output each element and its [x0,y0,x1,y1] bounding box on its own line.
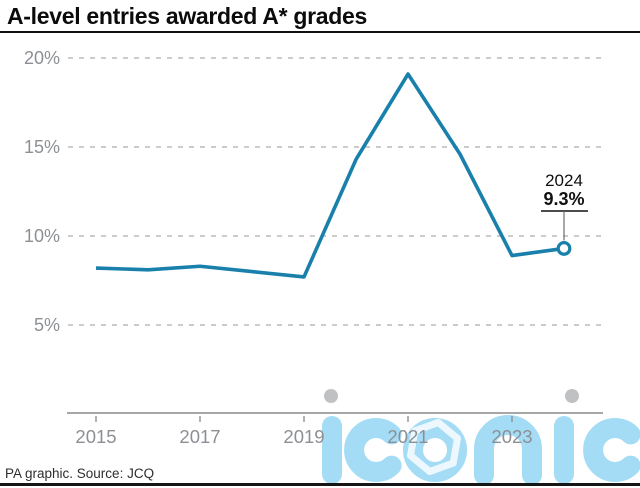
y-tick-label: 20% [24,48,60,68]
last-data-point-marker [556,241,572,256]
source-note: PA graphic. Source: JCQ [5,466,155,481]
x-tick-label: 2023 [491,426,532,447]
watermark-iconic [322,389,640,485]
annotation-value-label: 9.3% [543,189,584,209]
x-tick-label: 2015 [75,426,116,447]
y-tick-label: 5% [34,315,60,335]
title-rule [0,31,640,33]
bottom-rule [0,483,640,486]
x-axis: 2015 2017 2019 2021 2023 [67,412,603,447]
watermark-letter-c [344,418,402,482]
watermark-letter-c2 [583,418,640,482]
data-line [95,72,565,279]
x-tick-label: 2019 [283,426,324,447]
y-tick-label: 15% [24,137,60,157]
grid-layer: 5% 10% 15% 20% [24,48,605,335]
watermark-i2-dot [565,389,579,403]
watermark-hexagon-icon [407,418,461,476]
page-title: A-level entries awarded A* grades [7,3,367,29]
annotation-year-label: 2024 [545,171,583,190]
watermark-i-dot [324,389,338,403]
x-tick-label: 2021 [387,426,428,447]
data-series [95,72,565,279]
watermark-letter-n [474,415,542,485]
y-tick-label: 10% [24,226,60,246]
x-tick-label: 2017 [179,426,220,447]
